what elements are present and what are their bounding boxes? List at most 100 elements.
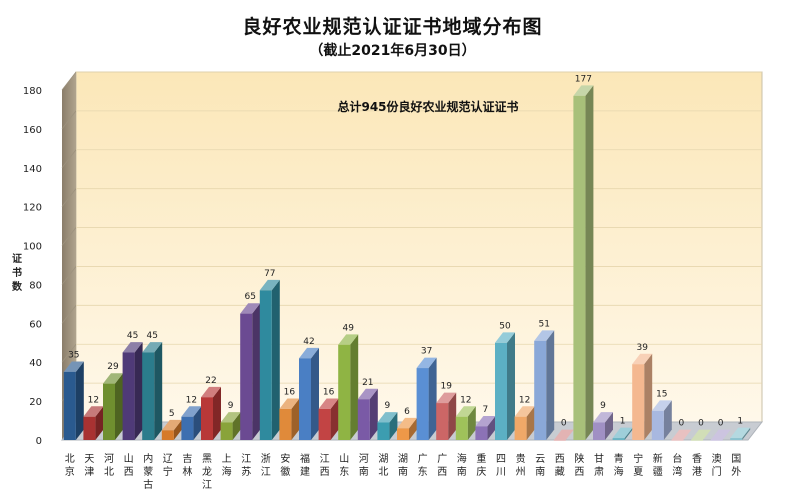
x-tick-label: 南 — [398, 465, 408, 478]
bar-front-face — [534, 340, 547, 440]
x-tick-label: 川 — [496, 467, 506, 478]
bar — [455, 406, 476, 440]
side-wall — [62, 72, 76, 440]
x-tick-label: 夏 — [633, 466, 643, 478]
x-tick-label: 湖 — [378, 453, 388, 465]
y-tick-label: 140 — [23, 164, 42, 175]
bar-front-face — [416, 368, 429, 440]
x-tick-label: 南 — [359, 465, 369, 478]
bar-side-face — [291, 398, 300, 440]
x-tick-label: 江 — [261, 466, 271, 478]
bar — [220, 412, 241, 440]
gridline-side — [61, 71, 77, 91]
bar — [83, 406, 104, 440]
bar-value-label: 12 — [460, 395, 471, 405]
bar — [612, 427, 633, 440]
bar-front-face — [671, 440, 684, 441]
bar-top-face — [671, 429, 692, 440]
bar-side-face — [526, 406, 535, 440]
bar-side-face — [369, 388, 378, 440]
x-tick-label: 台 — [672, 452, 682, 465]
x-tick-label: 上 — [222, 453, 232, 465]
bar-side-face — [487, 415, 496, 440]
bar-front-face — [612, 438, 625, 440]
bar — [553, 429, 574, 441]
bar-front-face — [710, 440, 723, 441]
x-tick-label: 西 — [124, 467, 134, 478]
bar-front-face — [318, 408, 331, 440]
bar-top-face — [710, 429, 731, 440]
bar-value-label: 21 — [362, 378, 373, 388]
gridline-side — [61, 188, 77, 207]
bar-value-label: 29 — [107, 362, 119, 372]
bar-front-face — [357, 399, 370, 440]
bar-top-face — [338, 334, 359, 345]
bar-side-face — [585, 85, 594, 440]
bar-top-face — [240, 303, 261, 314]
gridline-side — [61, 305, 77, 324]
chart-subtitle: （截止2021年6月30日） — [309, 43, 476, 59]
x-tick-label: 东 — [339, 465, 349, 478]
x-tick-label: 安 — [280, 452, 290, 465]
x-tick-label: 江 — [202, 479, 212, 491]
bar-value-label: 177 — [575, 74, 592, 84]
bar-value-label: 6 — [404, 407, 410, 417]
bar — [573, 85, 594, 440]
bar-top-face — [142, 342, 163, 353]
bar-top-face — [279, 398, 300, 409]
bar-side-face — [467, 406, 476, 440]
x-tick-label: 林 — [182, 465, 192, 478]
y-tick-label: 80 — [29, 280, 42, 291]
x-tick-label: 蒙 — [143, 465, 153, 478]
bar-value-label: 7 — [483, 405, 489, 415]
bar-front-face — [83, 416, 96, 440]
bar-front-face — [181, 416, 194, 440]
bar-front-face — [103, 383, 115, 440]
bar-side-face — [252, 303, 261, 440]
bar-side-face — [173, 419, 182, 440]
bar-front-face — [691, 440, 703, 441]
y-axis-label: 书 — [12, 266, 22, 279]
x-tick-label: 广 — [418, 453, 428, 465]
bar — [671, 429, 692, 441]
bar-top-face — [161, 419, 182, 431]
bar-front-face — [142, 352, 155, 440]
bar-value-label: 49 — [342, 323, 354, 333]
bar-value-label: 35 — [68, 351, 79, 361]
x-tick-label: 州 — [516, 466, 526, 478]
bar-front-face — [240, 313, 253, 440]
y-tick-label: 40 — [29, 358, 42, 369]
bar-top-face — [573, 85, 594, 96]
bar-side-face — [350, 334, 359, 440]
bar-top-face — [651, 400, 672, 411]
bar-top-face — [122, 342, 143, 353]
bar — [436, 392, 457, 440]
bar-value-label: 39 — [636, 343, 648, 353]
bar — [632, 353, 653, 440]
bar-top-face — [416, 357, 437, 369]
bar-top-face — [201, 386, 221, 398]
gridline-side — [61, 266, 77, 285]
bar-front-face — [299, 358, 311, 440]
bar-side-face — [605, 412, 613, 440]
x-tick-label: 苏 — [241, 465, 251, 478]
bar-value-label: 12 — [186, 395, 197, 405]
bar-front-face — [259, 290, 272, 440]
x-tick-label: 北 — [378, 466, 388, 478]
bar — [122, 342, 143, 440]
bar — [103, 373, 123, 440]
x-tick-label: 津 — [84, 466, 94, 478]
bar-top-face — [357, 388, 378, 400]
x-tick-label: 江 — [320, 453, 330, 465]
gridline-side — [61, 227, 77, 246]
bar-value-label: 16 — [284, 387, 296, 397]
x-tick-label: 海 — [222, 465, 232, 478]
bar-side-face — [546, 330, 555, 440]
x-tick-label: 港 — [692, 466, 702, 478]
bar-value-label: 0 — [561, 419, 567, 429]
bar — [534, 330, 555, 440]
gridline-side — [61, 149, 77, 169]
bar-side-face — [742, 427, 751, 440]
bar — [63, 361, 84, 440]
bar-top-face — [318, 398, 339, 409]
